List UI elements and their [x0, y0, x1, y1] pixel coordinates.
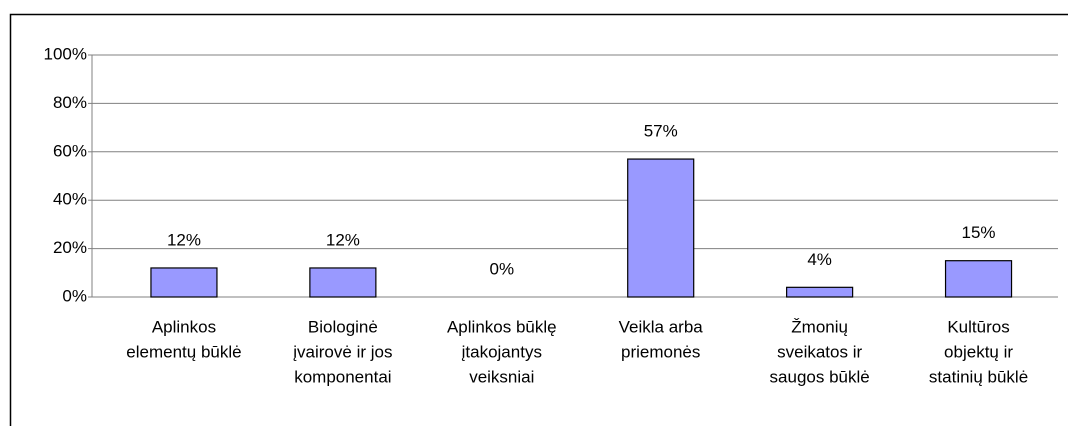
y-tick-label: 0%: [62, 286, 87, 305]
x-tick-label: Biologinė: [308, 317, 378, 336]
bar: [944, 260, 1013, 298]
value-label: 12%: [326, 230, 360, 249]
y-tick-label: 40%: [53, 190, 87, 209]
x-tick-label: Aplinkos: [152, 317, 216, 336]
x-tick-label: Aplinkos būklę: [447, 317, 557, 336]
bar: [309, 267, 377, 298]
bar: [627, 158, 695, 298]
value-label: 15%: [962, 223, 996, 242]
value-label: 12%: [167, 230, 201, 249]
x-tick-label: objektų ir: [944, 342, 1013, 361]
x-tick-label: elementų būklė: [126, 342, 241, 361]
value-label: 0%: [490, 259, 515, 278]
x-tick-label: komponentai: [294, 367, 391, 386]
x-tick-label: statinių būklė: [929, 367, 1028, 386]
x-tick-label: Žmonių: [791, 317, 848, 336]
x-tick-label: veiksniai: [469, 367, 534, 386]
y-tick-label: 100%: [44, 44, 87, 63]
bar: [786, 286, 854, 298]
x-tick-label: įtakojantys: [462, 342, 542, 361]
x-tick-label: įvairovė ir jos: [293, 342, 392, 361]
value-label: 57%: [644, 122, 678, 141]
x-tick-label: sveikatos ir: [777, 342, 862, 361]
chart-frame: [9, 13, 1068, 426]
x-tick-label: priemonės: [621, 342, 700, 361]
x-tick-label: saugos būklė: [770, 367, 870, 386]
y-tick-label: 60%: [53, 141, 87, 160]
y-tick-label: 20%: [53, 238, 87, 257]
x-tick-label: Kultūros: [947, 317, 1009, 336]
value-label: 4%: [807, 250, 832, 269]
x-tick-label: Veikla arba: [619, 317, 704, 336]
y-tick-label: 80%: [53, 93, 87, 112]
bar: [150, 267, 218, 298]
